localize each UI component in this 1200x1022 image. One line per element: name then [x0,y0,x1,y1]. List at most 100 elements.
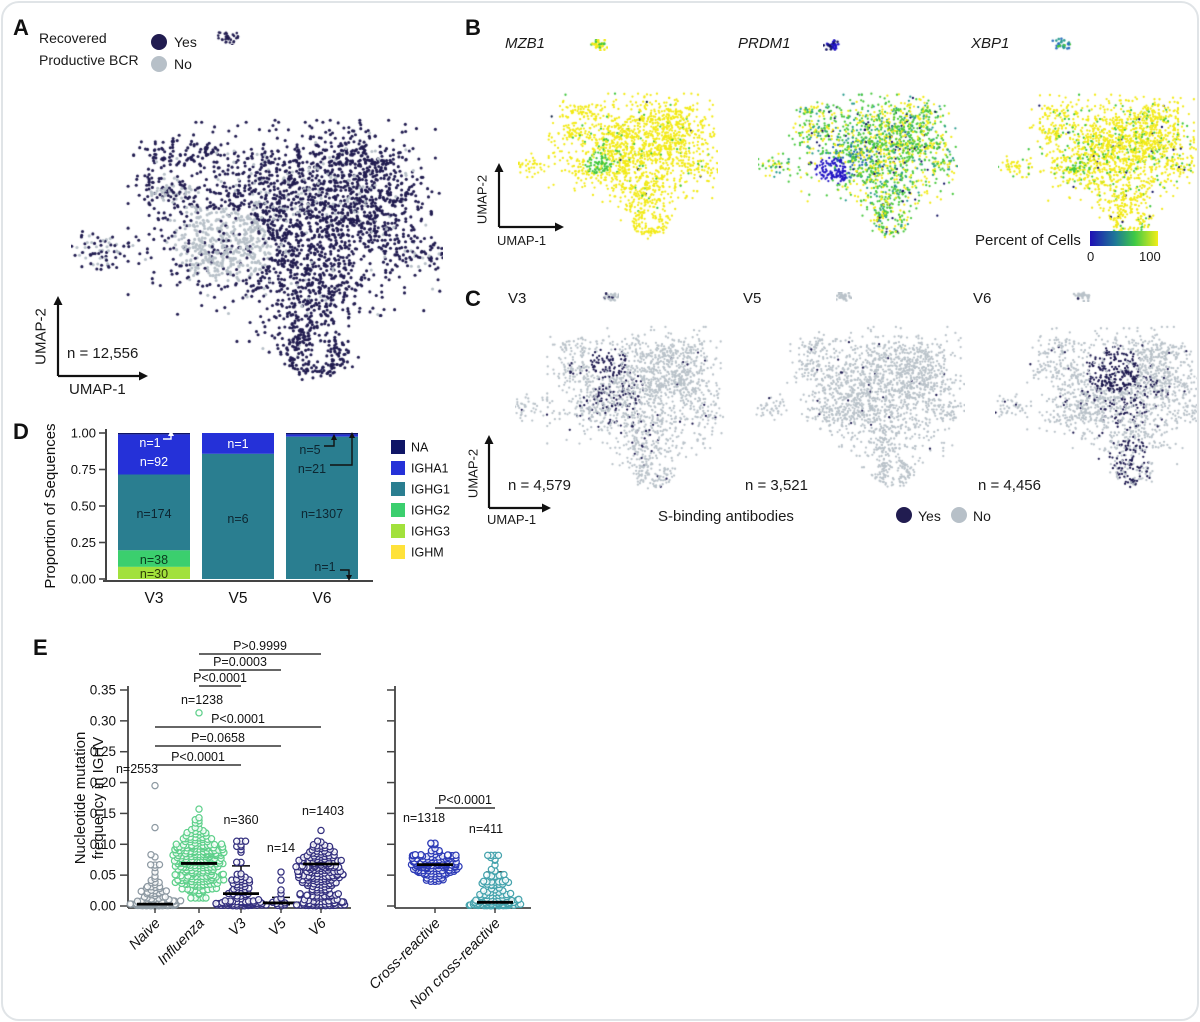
e-n-label: n=2553 [116,762,158,776]
e-data-point [500,870,508,879]
e-ytick: 0.25 [90,744,116,759]
umap1-axis-label-c: UMAP-1 [487,512,537,527]
e-data-point [210,840,219,849]
e-ytick: 0.05 [90,868,116,883]
s-binding-legend-title: S-binding antibodies [658,508,794,525]
bar-segment-V3-IGHG3 [118,566,190,579]
d-legend-swatch-IGHG2 [391,503,405,517]
e-pvalue-label: P<0.0001 [211,712,265,726]
e-data-point [277,868,285,876]
d-legend-label: IGHG1 [411,483,450,497]
panel-c-n-v3: n = 4,579 [508,477,571,494]
d-bar-count-label: n=92 [140,455,168,469]
e-data-point [313,837,322,845]
e-data-point [334,890,343,898]
umap-feature-plot-prdm1 [758,83,958,243]
bar-segment-V6-IGHA1 [286,434,358,437]
e-data-point [241,837,250,845]
d-category-label: V6 [313,590,332,607]
d-legend-label: NA [411,441,429,455]
umap-plot-v5 [755,315,965,495]
umap-satellite-cluster-xbp1 [1051,37,1073,51]
e-data-point [277,886,285,894]
panel-a-legend-title-1: Recovered [39,30,107,46]
gene-title-mzb1: MZB1 [505,35,546,52]
e-pvalue-label: P<0.0001 [193,671,247,685]
e-data-point [219,870,228,879]
panel-a-n-label: n = 12,556 [67,345,139,362]
e-ytick: 0.00 [90,899,116,914]
d-category-label: V5 [229,590,248,607]
panel-c-label: C [465,286,481,311]
panel-c-title-v3: V3 [508,290,527,307]
d-legend-label: IGHG2 [411,504,450,518]
legend-dot-no [151,56,167,72]
panel-c-title-v5: V5 [743,290,762,307]
e-pvalue-label: P=0.0658 [191,731,245,745]
e-ytick: 0.10 [90,837,116,852]
d-bar-count-label: n=1 [139,436,160,450]
e-data-point [317,826,325,835]
bar-segment-V5-IGHG1 [202,453,274,579]
umap-satellite-cluster-v5 [836,292,852,302]
e-data-point [147,850,155,859]
d-bar-count-label: n=6 [227,512,248,526]
d-ytick: 0.75 [71,462,96,477]
bar-segment-V3-IGHG1 [118,474,190,551]
gene-title-xbp1: XBP1 [971,35,1010,52]
umap-satellite-cluster-v3 [601,292,619,302]
e-n-label: n=1403 [302,804,344,818]
e-n-label: n=1318 [403,811,445,825]
e-pvalue-label: P=0.0003 [213,655,267,669]
e-data-point [292,901,301,909]
e-ytick: 0.35 [90,683,116,698]
e-data-point [221,897,229,905]
e-ylabel-line: frequency in IGHV [90,737,107,860]
e-n-label: n=1238 [181,693,223,707]
mutation-frequency-plots: Nucleotide mutation frequency in IGHV 0.35… [72,639,531,1012]
umap1-axis-label-b: UMAP-1 [497,233,547,248]
e-data-point [494,851,503,860]
s-binding-dot-no [951,507,967,523]
e-n-label: n=360 [223,813,258,827]
e-data-point [137,887,145,896]
umap-satellite-cluster-a [215,29,241,45]
e-data-point [427,839,435,847]
colorbar-max-label: 100 [1139,249,1161,264]
e-category-label: Influenza [155,916,208,969]
d-bar-count-label: n=174 [136,507,171,521]
umap-feature-plot-mzb1 [518,83,718,243]
e-data-point [151,823,159,832]
e-data-point [479,887,488,895]
d-ytick: 0.25 [71,535,96,550]
bar-segment-V6-NA [286,433,358,435]
d-category-label: V3 [145,590,164,607]
percent-of-cells-colorbar [1090,231,1158,246]
e-data-point [146,861,155,869]
e-pvalue-label: P<0.0001 [171,750,225,764]
panel-c-title-v6: V6 [973,290,992,307]
d-bar-count-label: n=38 [140,553,168,567]
e-data-point [411,850,420,859]
e-data-point [212,899,220,908]
e-data-point [195,709,203,717]
e-data-point [292,862,300,871]
e-data-point [126,900,134,908]
umap-plot-v6 [995,315,1197,495]
colorbar-min-label: 0 [1087,249,1095,264]
d-bar-count-label: n=1307 [301,507,343,521]
e-data-point [515,895,523,904]
e-data-point [237,870,245,878]
e-ytick: 0.30 [90,713,116,728]
d-bar-count-label: n=30 [140,567,168,581]
gene-title-prdm1: PRDM1 [738,35,791,52]
e-n-label: n=14 [267,841,295,855]
e-data-point [337,856,345,865]
colorbar-title: Percent of Cells [975,232,1081,249]
e-n-label: n=411 [469,822,503,836]
umap-satellite-cluster-mzb1 [588,39,608,51]
e-data-point [452,851,460,860]
d-ylabel: Proportion of Sequences [42,423,59,588]
bar-segment-V3-IGHG2 [118,550,190,567]
